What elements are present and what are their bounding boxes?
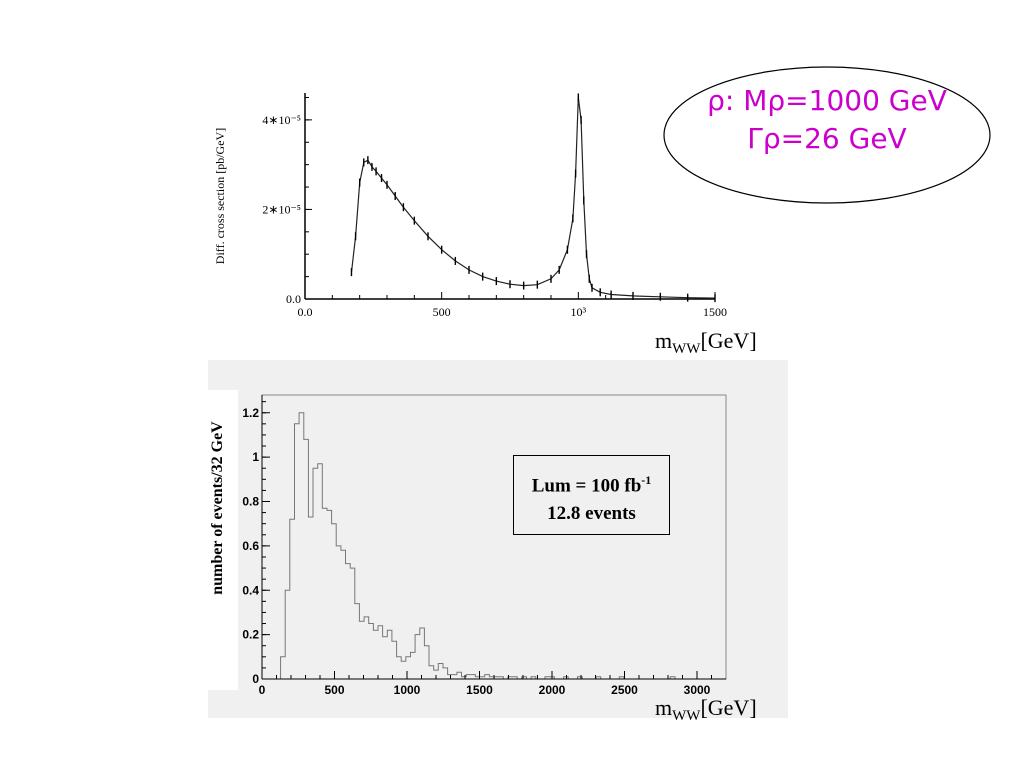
top-xlabel-unit: [GeV] (700, 328, 757, 353)
resonance-annotation-text: ρ: Mρ=1000 GeV Γρ=26 GeV (662, 82, 992, 158)
top-x-tick-label: 10³ (571, 305, 587, 319)
bottom-x-tick-label: 2000 (539, 683, 566, 697)
top-x-tick-label: 500 (433, 305, 451, 319)
bottom-y-tick-label: 0.2 (242, 628, 259, 642)
bottom-x-tick-label: 500 (324, 683, 344, 697)
bottom-x-tick-label: 1500 (466, 683, 493, 697)
ylabel-backdrop (208, 390, 238, 690)
top-xlabel-main: m (655, 328, 673, 353)
luminosity-legend-box: Lum = 100 fb-1 12.8 events (513, 455, 670, 535)
histogram-steps (280, 412, 699, 680)
histogram-panel-background (208, 360, 788, 718)
events-histogram-chart: 0 500 1000 1500 2000 2500 3000 0 0.2 0.4 0.6 0.8 1 1.… (208, 390, 727, 697)
bottom-xlabel-sub: WW (672, 708, 701, 724)
events-count: 12.8 events (547, 503, 636, 525)
bottom-x-tick-label: 3000 (684, 683, 711, 697)
top-y-tick-label: 2∗10⁻⁵ (262, 202, 301, 216)
top-x-tick-label: 1500 (703, 305, 727, 319)
bottom-xlabel-unit: [GeV] (700, 695, 757, 720)
annotation-line-1: ρ: Mρ=1000 GeV (707, 84, 947, 117)
bottom-x-tick-label: 2500 (611, 683, 638, 697)
top-y-tick-label: 4∗10⁻⁵ (262, 113, 301, 127)
resonance-annotation-ellipse (663, 66, 991, 204)
bottom-chart-ylabel: number of events/32 GeV (209, 421, 226, 595)
luminosity-value: Lum = 100 fb (531, 475, 642, 497)
top-x-tick-label: 0.0 (298, 305, 313, 319)
cross-section-chart: 0.0 500 10³ 1500 0.0 2∗10⁻⁵ 4∗10⁻⁵ Diff. cross … (213, 93, 727, 319)
luminosity-line: Lum = 100 fb-1 (514, 466, 669, 500)
histogram-frame (261, 394, 727, 680)
bottom-chart-xlabel: mWW[GeV] (655, 695, 757, 725)
top-xlabel-sub: WW (672, 341, 701, 357)
bottom-x-tick-label: 0 (259, 683, 266, 697)
bottom-y-tick-label: 1.2 (242, 406, 259, 420)
top-y-tick-label: 0.0 (286, 292, 301, 306)
annotation-line-2: Γρ=26 GeV (747, 122, 907, 155)
bottom-y-tick-label: 0.4 (242, 583, 259, 597)
luminosity-exponent: -1 (641, 473, 652, 487)
bottom-y-tick-label: 0.6 (242, 539, 259, 553)
top-chart-xlabel: mWW[GeV] (655, 328, 757, 358)
bottom-y-tick-label: 0.8 (242, 495, 259, 509)
top-data-line (350, 97, 716, 299)
bottom-y-tick-label: 1 (252, 450, 259, 464)
bottom-y-tick-label: 0 (252, 672, 259, 686)
bottom-xlabel-main: m (655, 695, 673, 720)
top-chart-ylabel: Diff. cross section [pb/GeV] (213, 128, 227, 264)
bottom-x-tick-label: 1000 (394, 683, 421, 697)
